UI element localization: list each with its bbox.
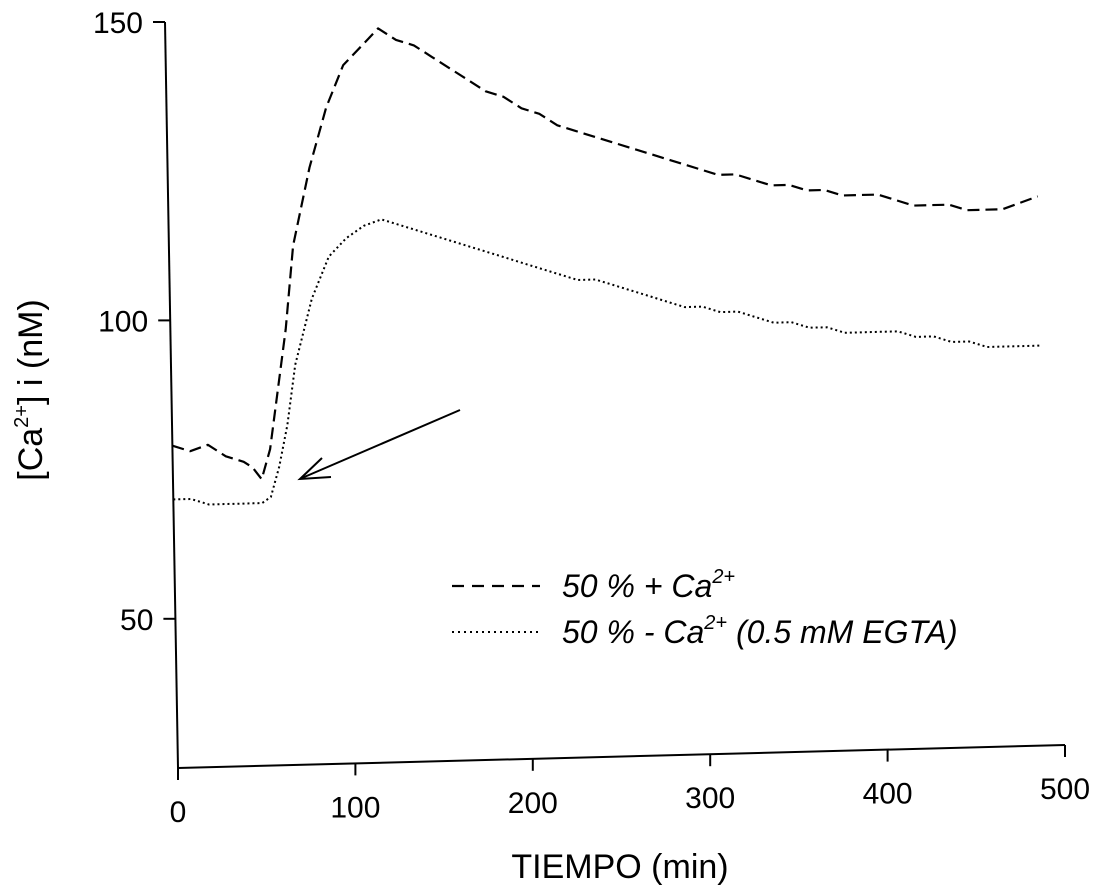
arrow-head [297, 457, 332, 481]
legend-label-without-calcium-post: (0.5 mM EGTA) [727, 614, 958, 650]
x-axis-line [177, 744, 1066, 769]
series-line-with-calcium [172, 27, 1039, 481]
legend-label-without-calcium: 50 % - Ca2+ (0.5 mM EGTA) [562, 612, 958, 650]
legend: 50 % + Ca2+ 50 % - Ca2+ (0.5 mM EGTA) [452, 566, 958, 650]
legend-label-without-calcium-pre: 50 % - Ca [562, 614, 704, 650]
arrow-shaft [301, 409, 461, 479]
legend-label-with-calcium: 50 % + Ca2+ [562, 566, 735, 604]
y-tick-label: 100 [98, 305, 148, 338]
y-axis-line [164, 21, 179, 769]
legend-label-with-calcium-pre: 50 % + Ca [562, 568, 712, 604]
y-axis-ticks: 50 100 150 [93, 7, 176, 637]
x-tick-label: 100 [330, 791, 380, 824]
x-axis-title: TIEMPO (min) [511, 848, 728, 886]
y-tick-label: 150 [93, 7, 143, 40]
x-tick-label: 0 [170, 796, 187, 829]
x-tick-label: 200 [508, 787, 558, 820]
y-axis-title-pre: [Ca [12, 428, 50, 481]
y-tick-label: 50 [120, 604, 153, 637]
y-axis-title-sup: 2+ [11, 405, 33, 428]
plot-area: 50 100 150 0 100 200 300 400 500 [93, 7, 1090, 829]
x-tick-label: 400 [863, 778, 913, 811]
x-tick-label: 300 [685, 782, 735, 815]
series-layer [172, 27, 1041, 506]
x-axis-ticks: 0 100 200 300 400 500 [170, 745, 1090, 829]
annotation-arrow [297, 409, 461, 481]
legend-label-without-calcium-sup: 2+ [703, 612, 727, 634]
y-axis-title: [Ca2+] i (nM) [11, 299, 50, 481]
x-tick-label: 500 [1040, 773, 1090, 806]
legend-label-with-calcium-sup: 2+ [711, 566, 735, 588]
series-line-without-calcium [173, 218, 1041, 506]
y-axis-title-post: ] i (nM) [12, 299, 50, 405]
